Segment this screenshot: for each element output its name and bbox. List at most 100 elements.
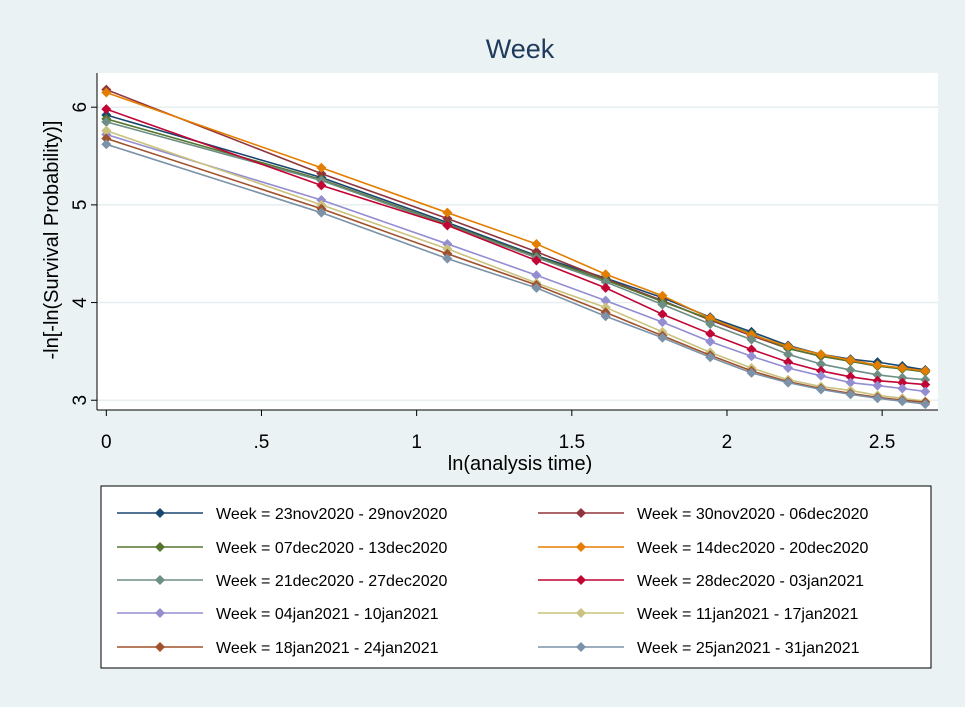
data-point: [783, 357, 794, 368]
legend-label: Week = 30nov2020 - 06dec2020: [637, 506, 869, 523]
data-point: [442, 207, 453, 218]
data-point: [531, 282, 542, 293]
plot-area: [97, 73, 938, 410]
legend-label: Week = 14dec2020 - 20dec2020: [637, 540, 869, 557]
series-layer: [101, 84, 931, 410]
data-point: [705, 336, 716, 347]
legend-marker: [155, 508, 165, 518]
data-point: [101, 133, 112, 144]
series-line: [106, 91, 926, 372]
data-point: [442, 220, 453, 231]
legend-label: Week = 04jan2021 - 10jan2021: [216, 606, 439, 623]
legend-marker: [155, 575, 165, 585]
data-point: [600, 269, 611, 280]
data-point: [101, 139, 112, 150]
legend-box: [100, 485, 932, 669]
legend-marker: [576, 608, 586, 618]
series-line: [106, 143, 926, 405]
data-point: [101, 87, 112, 98]
data-point: [816, 384, 827, 395]
data-point: [316, 207, 327, 218]
x-tick-label: 1: [411, 432, 422, 453]
legend-item: Week = 11jan2021 - 17jan2021: [538, 606, 858, 623]
data-point: [845, 371, 856, 382]
data-point: [600, 295, 611, 306]
legend-item: Week = 30nov2020 - 06dec2020: [538, 506, 869, 523]
series-10: [101, 139, 931, 410]
series-line: [106, 129, 926, 403]
data-point: [316, 180, 327, 191]
data-point: [600, 282, 611, 293]
y-tick-label: 3: [70, 395, 91, 406]
legend-label: Week = 11jan2021 - 17jan2021: [637, 606, 858, 623]
legend-marker: [576, 542, 586, 552]
x-axis-label: ln(analysis time): [448, 453, 592, 475]
legend: Week = 23nov2020 - 29nov2020 Week = 30nov…: [117, 506, 869, 657]
legend-item: Week = 18jan2021 - 24jan2021: [117, 640, 439, 657]
data-point: [657, 290, 668, 301]
data-point: [897, 377, 908, 388]
data-point: [531, 238, 542, 249]
gridlines: [97, 106, 938, 401]
data-point: [897, 396, 908, 407]
data-point: [705, 328, 716, 339]
data-point: [920, 399, 931, 410]
legend-item: Week = 14dec2020 - 20dec2020: [538, 540, 869, 557]
y-tick-label: 6: [70, 102, 91, 113]
data-point: [316, 162, 327, 173]
data-point: [920, 386, 931, 397]
data-point: [872, 380, 883, 391]
data-point: [920, 365, 931, 376]
data-point: [746, 351, 757, 362]
y-tick-label: 5: [70, 200, 91, 211]
data-point: [101, 116, 112, 127]
x-tick-label: 1.5: [559, 432, 585, 453]
legend-marker: [576, 575, 586, 585]
x-tick-label: 2: [722, 432, 733, 453]
data-point: [531, 270, 542, 281]
legend-marker: [576, 508, 586, 518]
data-point: [442, 213, 453, 224]
data-point: [531, 255, 542, 266]
y-tick-label: 4: [70, 297, 91, 308]
legend-label: Week = 18jan2021 - 24jan2021: [216, 640, 439, 657]
data-point: [442, 253, 453, 264]
data-point: [705, 352, 716, 363]
x-tick-label: 0: [101, 432, 112, 453]
data-point: [657, 332, 668, 343]
data-point: [872, 360, 883, 371]
legend-marker: [576, 642, 586, 652]
series-4: [101, 87, 931, 376]
data-point: [783, 349, 794, 360]
legend-item: Week = 23nov2020 - 29nov2020: [117, 506, 448, 523]
series-7: [101, 129, 931, 397]
data-point: [816, 359, 827, 370]
data-point: [600, 277, 611, 288]
data-point: [845, 364, 856, 375]
data-point: [845, 389, 856, 400]
chart-title: Week: [486, 34, 555, 64]
legend-label: Week = 07dec2020 - 13dec2020: [216, 540, 448, 557]
x-axis-ticks: 0 .5 1 1.5 2 2.5: [101, 410, 895, 453]
legend-label: Week = 28dec2020 - 03jan2021: [637, 573, 864, 590]
data-point: [657, 309, 668, 320]
data-point: [920, 379, 931, 390]
legend-marker: [155, 642, 165, 652]
data-point: [783, 341, 794, 352]
data-point: [101, 104, 112, 115]
series-line: [106, 108, 926, 386]
data-point: [897, 383, 908, 394]
data-point: [746, 334, 757, 345]
data-point: [816, 349, 827, 360]
data-point: [657, 299, 668, 310]
legend-item: Week = 28dec2020 - 03jan2021: [538, 573, 864, 590]
data-point: [845, 377, 856, 388]
data-point: [872, 393, 883, 404]
legend-item: Week = 25jan2021 - 31jan2021: [538, 640, 860, 657]
legend-marker: [155, 542, 165, 552]
x-tick-label: .5: [254, 432, 270, 453]
data-point: [872, 369, 883, 380]
data-point: [845, 355, 856, 366]
